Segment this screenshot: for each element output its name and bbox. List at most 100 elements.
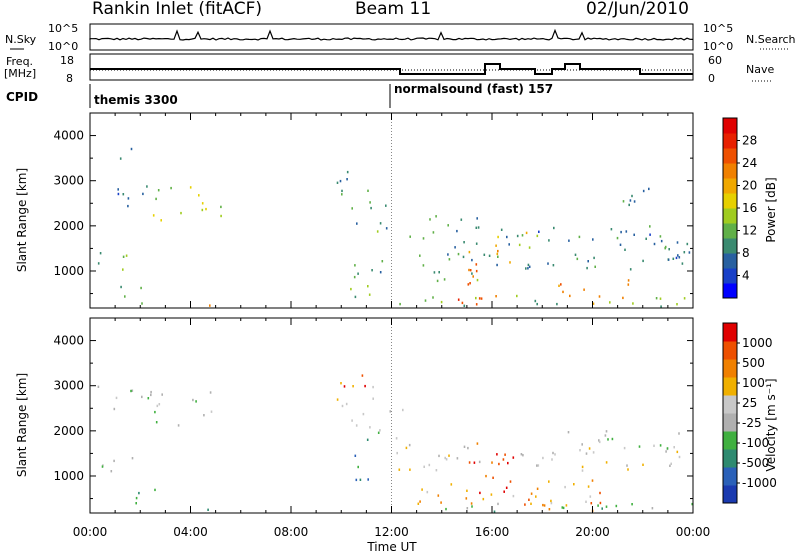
- range-gate-cell: [424, 299, 427, 302]
- colorbar-swatch: [723, 178, 737, 194]
- range-gate-cell: [367, 189, 369, 192]
- data-blob: [117, 185, 148, 208]
- colorbar-swatch: [723, 395, 737, 414]
- range-gate-cell: [154, 488, 156, 492]
- range-gate-cell: [150, 390, 152, 394]
- range-gate-cell: [626, 464, 628, 467]
- range-gate-cell: [438, 454, 440, 458]
- range-gate-cell: [581, 469, 584, 472]
- colorbar-swatch: [723, 449, 737, 468]
- range-gate-cell: [156, 404, 159, 408]
- range-gate-cell: [419, 500, 421, 503]
- range-gate-cell: [536, 302, 538, 306]
- range-gate-cell: [339, 179, 342, 183]
- range-gate-cell: [607, 438, 609, 441]
- data-blob: [336, 382, 374, 429]
- range-gate-cell: [648, 187, 650, 191]
- velocity-yaxis: 1000 2000 3000 4000: [53, 334, 693, 500]
- range-gate-cell: [468, 250, 471, 254]
- range-gate-cell: [564, 485, 566, 489]
- range-gate-cell: [599, 501, 602, 505]
- range-gate-cell: [638, 445, 641, 448]
- range-gate-cell: [379, 222, 382, 225]
- time-tick-label: 00:00: [676, 525, 711, 539]
- data-blob: [350, 260, 384, 299]
- colorbar-tick-label: 500: [742, 356, 765, 370]
- range-gate-cell: [346, 170, 349, 174]
- colorbar-swatch: [723, 148, 737, 164]
- range-gate-cell: [399, 302, 401, 306]
- cpid-label: CPID: [6, 90, 38, 104]
- time-tick-label: 04:00: [173, 525, 208, 539]
- data-blob: [376, 204, 388, 233]
- range-gate-cell: [676, 241, 679, 244]
- nave-label: Nave: [746, 63, 774, 76]
- range-gate-cell: [543, 504, 546, 507]
- range-gate-cell: [127, 197, 130, 200]
- colorbar-tick-label: 20: [742, 179, 757, 193]
- range-gate-cell: [521, 234, 524, 237]
- range-gate-cell: [195, 400, 197, 403]
- range-gate-cell: [476, 278, 479, 282]
- data-blob: [567, 430, 681, 459]
- range-gate-cell: [419, 254, 421, 257]
- range-gate-cell: [135, 502, 137, 505]
- power-yaxis: 1000 2000 3000 4000: [53, 129, 693, 295]
- range-gate-cell: [408, 443, 411, 447]
- range-gate-cell: [99, 252, 102, 255]
- range-gate-cell: [115, 396, 118, 400]
- velocity-ylabel: Slant Range [km]: [15, 373, 29, 477]
- colorbar-swatch: [723, 268, 737, 284]
- range-gate-cell: [676, 450, 679, 454]
- data-blob: [619, 233, 689, 261]
- range-gate-cell: [355, 478, 358, 482]
- range-gate-cell: [463, 241, 465, 244]
- range-gate-cell: [605, 461, 608, 464]
- range-gate-cell: [589, 495, 592, 498]
- data-blob: [399, 294, 686, 308]
- range-gate-cell: [336, 398, 339, 401]
- range-gate-cell: [460, 218, 463, 221]
- range-gate-cell: [516, 234, 519, 238]
- colorbar-tick-label: 24: [742, 156, 757, 170]
- range-gate-cell: [500, 228, 503, 231]
- data-blob: [101, 457, 134, 473]
- range-gate-cell: [670, 462, 672, 465]
- range-gate-cell: [672, 257, 675, 260]
- y-tick-label: 3000: [53, 174, 84, 188]
- range-gate-cell: [569, 294, 571, 298]
- colorbar-tick-label: -100: [742, 436, 769, 450]
- range-gate-cell: [496, 263, 498, 267]
- range-gate-cell: [361, 374, 364, 377]
- range-gate-cell: [593, 256, 595, 260]
- range-gate-cell: [475, 226, 478, 229]
- freq-trace: [90, 63, 693, 75]
- range-gate-cell: [97, 385, 100, 388]
- range-gate-cell: [180, 211, 182, 215]
- range-gate-cell: [631, 503, 633, 506]
- range-gate-cell: [518, 243, 521, 247]
- range-gate-cell: [445, 507, 447, 511]
- range-gate-cell: [372, 397, 374, 400]
- data-blob: [209, 304, 211, 307]
- range-gate-cell: [355, 424, 358, 427]
- range-gate-cell: [585, 500, 587, 503]
- range-gate-cell: [664, 247, 666, 250]
- range-gate-cell: [110, 470, 113, 473]
- cpid-panel: CPID themis 3300 normalsound (fast) 157: [6, 82, 553, 108]
- range-gate-cell: [432, 231, 435, 234]
- range-gate-cell: [516, 294, 518, 298]
- range-gate-cell: [435, 215, 437, 218]
- range-gate-cell: [113, 407, 116, 411]
- range-gate-cell: [122, 268, 124, 271]
- range-gate-cell: [528, 265, 531, 268]
- range-gate-cell: [341, 189, 343, 193]
- range-gate-cell: [367, 478, 369, 481]
- range-gate-cell: [379, 271, 382, 274]
- colorbar-tick-label: 8: [742, 246, 750, 260]
- range-gate-cell: [548, 508, 551, 511]
- range-gate-cell: [456, 457, 459, 460]
- range-gate-cell: [496, 453, 498, 456]
- colorbar-swatch: [723, 223, 737, 239]
- range-gate-cell: [678, 432, 680, 435]
